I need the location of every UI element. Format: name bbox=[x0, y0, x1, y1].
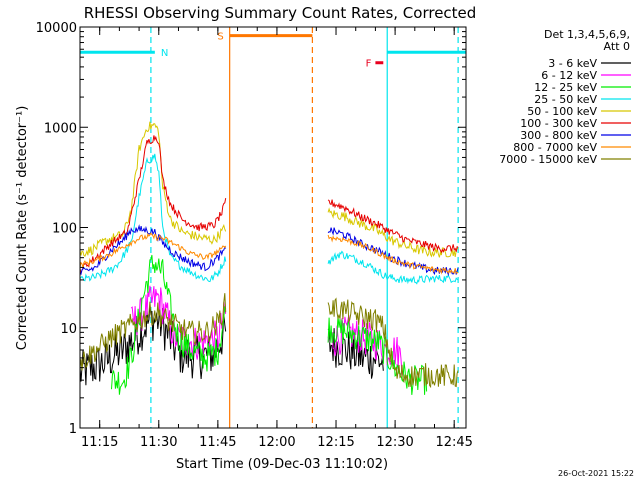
axes: 1 10 100 1000 10000 11:15 11:30 11:45 12:00 12:15… bbox=[36, 21, 473, 450]
series-50-100-kev bbox=[79, 121, 459, 258]
series-line bbox=[79, 135, 227, 275]
series-line bbox=[327, 199, 459, 254]
legend-label: 12 - 25 keV bbox=[534, 81, 597, 94]
y-tick-label: 1000 bbox=[44, 121, 77, 136]
series-line bbox=[327, 315, 428, 395]
legend-label: 25 - 50 keV bbox=[534, 93, 597, 106]
x-tick-label: 12:00 bbox=[258, 435, 295, 450]
legend-label: 300 - 800 keV bbox=[520, 129, 597, 142]
legend-label: 100 - 300 keV bbox=[520, 117, 597, 130]
series-3-6-kev bbox=[79, 301, 384, 386]
y-tick-label: 10000 bbox=[36, 21, 77, 36]
series-line bbox=[79, 293, 227, 371]
x-tick-label: 12:30 bbox=[376, 435, 413, 450]
x-tick-label: 12:15 bbox=[317, 435, 354, 450]
series-line bbox=[327, 250, 459, 285]
y-axis-label: Corrected Count Rate (s⁻¹ detector⁻¹) bbox=[15, 106, 30, 351]
chart-title: RHESSI Observing Summary Count Rates, Co… bbox=[84, 4, 477, 22]
timestamp: 26-Oct-2021 15:22 bbox=[558, 469, 634, 478]
legend-label: 800 - 7000 keV bbox=[513, 141, 597, 154]
series-7000-15000-kev bbox=[79, 293, 459, 389]
legend-label: 6 - 12 keV bbox=[541, 69, 597, 82]
series-line bbox=[327, 297, 459, 389]
series-line bbox=[327, 328, 384, 379]
x-tick-label: 11:15 bbox=[81, 435, 118, 450]
series-line bbox=[327, 315, 404, 375]
x-axis-label: Start Time (09-Dec-03 11:10:02) bbox=[176, 457, 388, 472]
y-tick-label: 1 bbox=[69, 422, 77, 437]
series-line bbox=[327, 207, 459, 258]
series-line bbox=[327, 227, 459, 277]
legend-label: 7000 - 15000 keV bbox=[499, 153, 597, 166]
y-tick-label: 100 bbox=[52, 222, 77, 237]
series-line bbox=[79, 153, 227, 283]
x-tick-label: 11:45 bbox=[199, 435, 236, 450]
x-tick-label: 11:30 bbox=[140, 435, 177, 450]
series-line bbox=[79, 232, 227, 268]
legend-label: 50 - 100 keV bbox=[527, 105, 597, 118]
series-100-300-kev bbox=[79, 135, 459, 275]
legend-header: Det 1,3,4,5,6,9, bbox=[544, 28, 630, 41]
series-line bbox=[111, 254, 227, 395]
flag-label-s: S bbox=[217, 32, 223, 43]
observing-flags: N S F bbox=[80, 32, 466, 70]
x-tick-label: 12:45 bbox=[435, 435, 472, 450]
series-12-25-kev bbox=[111, 254, 428, 395]
series-line bbox=[79, 121, 227, 257]
series-line bbox=[79, 301, 227, 386]
flag-label-n: N bbox=[161, 48, 168, 59]
legend-label: 3 - 6 keV bbox=[548, 57, 597, 70]
legend-header: Att 0 bbox=[604, 40, 630, 53]
series-800-7000-kev bbox=[79, 232, 459, 275]
data-series bbox=[79, 121, 459, 395]
y-tick-label: 10 bbox=[60, 322, 77, 337]
series-line bbox=[327, 234, 459, 275]
series-25-50-kev bbox=[79, 153, 459, 285]
flag-label-f: F bbox=[366, 59, 372, 70]
